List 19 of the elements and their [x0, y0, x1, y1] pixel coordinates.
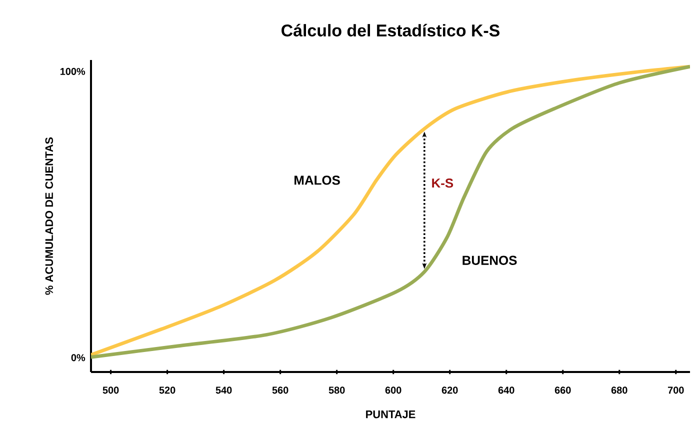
y-tick-label: 100%	[60, 68, 86, 75]
y-axis-title: % ACUMULADO DE CUENTAS	[45, 137, 54, 295]
x-tick-label: 700	[668, 386, 684, 394]
x-tick-label: 620	[442, 386, 458, 394]
annotation: K-S	[432, 178, 454, 188]
x-axis-title: PUNTAJE	[366, 410, 416, 418]
series-label: BUENOS	[462, 256, 517, 265]
x-tick-label: 500	[102, 386, 119, 394]
y-tick-label: 0%	[71, 354, 86, 362]
chart-title: Cálculo del Estadístico K-S	[282, 24, 500, 37]
x-tick-label: 540	[216, 386, 232, 394]
x-tick-label: 660	[554, 386, 571, 394]
x-tick-label: 580	[328, 386, 345, 394]
x-tick-label: 560	[272, 386, 288, 394]
x-tick-label: 520	[159, 386, 176, 394]
x-tick-label: 680	[611, 386, 628, 394]
x-tick-label: 640	[498, 386, 514, 394]
x-tick-label: 600	[385, 386, 402, 394]
text: MALOS	[294, 176, 340, 185]
